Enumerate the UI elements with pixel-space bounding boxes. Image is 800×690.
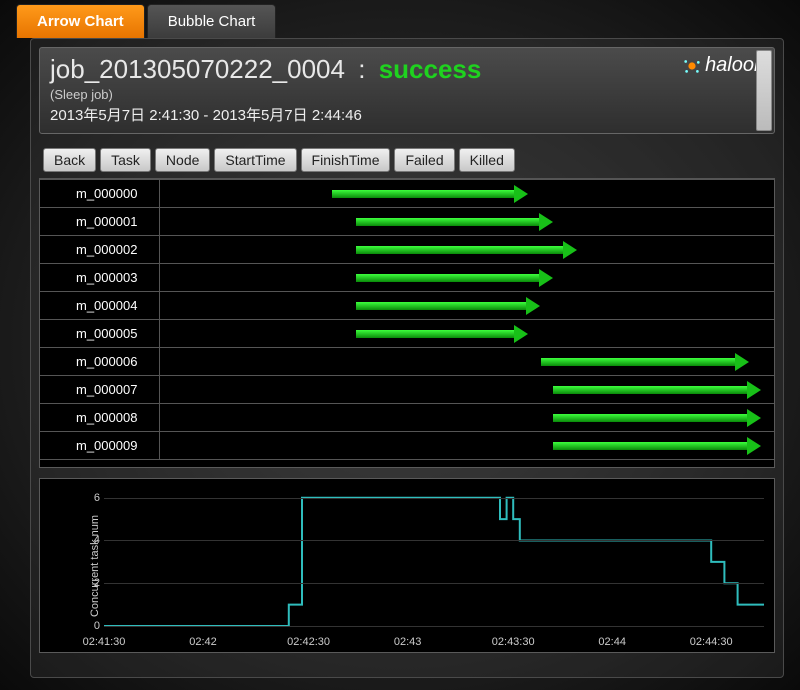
tab-arrow-chart[interactable]: Arrow Chart [16, 4, 145, 38]
task-row[interactable]: m_000006 [40, 348, 774, 376]
task-label: m_000003 [40, 264, 160, 291]
task-label: m_000004 [40, 292, 160, 319]
task-label: m_000007 [40, 376, 160, 403]
x-tick-label: 02:43 [394, 636, 422, 648]
task-row[interactable]: m_000009 [40, 432, 774, 460]
job-status: success [379, 54, 482, 84]
task-track [160, 432, 774, 459]
task-track [160, 264, 774, 291]
node-button[interactable]: Node [155, 148, 210, 172]
task-track [160, 376, 774, 403]
task-track [160, 180, 774, 207]
task-row[interactable]: m_000007 [40, 376, 774, 404]
y-tick-label: 4 [74, 534, 100, 546]
job-title: job_201305070222_0004 : success [50, 54, 764, 85]
task-arrow [356, 246, 565, 254]
job-id: job_201305070222_0004 [50, 54, 345, 84]
task-track [160, 320, 774, 347]
concurrent-line-chart: Concurrent task num 024602:41:3002:4202:… [39, 478, 775, 653]
task-button[interactable]: Task [100, 148, 151, 172]
task-track [160, 292, 774, 319]
task-track [160, 404, 774, 431]
job-subtitle: (Sleep job) [50, 87, 764, 102]
grid-line [104, 583, 764, 584]
plot-area: 024602:41:3002:4202:42:3002:4302:43:3002… [104, 487, 764, 626]
tab-bar: Arrow Chart Bubble Chart [0, 0, 800, 38]
toolbar: BackTaskNodeStartTimeFinishTimeFailedKil… [43, 148, 775, 172]
task-arrow [332, 190, 516, 198]
task-arrow [541, 358, 737, 366]
task-row[interactable]: m_000002 [40, 236, 774, 264]
y-tick-label: 0 [74, 620, 100, 632]
task-row[interactable]: m_000000 [40, 180, 774, 208]
grid-line [104, 498, 764, 499]
job-time-range: 2013年5月7日 2:41:30 - 2013年5月7日 2:44:46 [50, 104, 764, 125]
line-series [104, 487, 764, 626]
task-row[interactable]: m_000008 [40, 404, 774, 432]
y-tick-label: 6 [74, 492, 100, 504]
task-arrow [356, 274, 540, 282]
job-separator: : [358, 54, 365, 84]
task-label: m_000006 [40, 348, 160, 375]
task-row[interactable]: m_000001 [40, 208, 774, 236]
task-arrow [356, 218, 540, 226]
task-row[interactable]: m_000005 [40, 320, 774, 348]
killed-button[interactable]: Killed [459, 148, 515, 172]
finishtime-button[interactable]: FinishTime [301, 148, 391, 172]
task-label: m_000009 [40, 432, 160, 459]
task-label: m_000005 [40, 320, 160, 347]
x-tick-label: 02:44:30 [690, 636, 733, 648]
task-track [160, 348, 774, 375]
brand-icon [683, 57, 701, 75]
task-arrow [553, 442, 749, 450]
task-label: m_000000 [40, 180, 160, 207]
task-arrow [553, 414, 749, 422]
task-arrow [356, 302, 528, 310]
tab-bubble-chart[interactable]: Bubble Chart [147, 4, 277, 38]
task-track [160, 208, 774, 235]
task-label: m_000001 [40, 208, 160, 235]
starttime-button[interactable]: StartTime [214, 148, 296, 172]
x-tick-label: 02:41:30 [83, 636, 126, 648]
brand-logo: halook [683, 54, 764, 77]
task-arrow [553, 386, 749, 394]
x-tick-label: 02:42 [189, 636, 217, 648]
arrow-chart: m_000000m_000001m_000002m_000003m_000004… [39, 178, 775, 468]
x-tick-label: 02:44 [598, 636, 626, 648]
job-header: job_201305070222_0004 : success (Sleep j… [39, 47, 775, 134]
header-scrollbar[interactable] [756, 50, 772, 131]
task-row[interactable]: m_000004 [40, 292, 774, 320]
task-label: m_000002 [40, 236, 160, 263]
task-row[interactable]: m_000003 [40, 264, 774, 292]
back-button[interactable]: Back [43, 148, 96, 172]
failed-button[interactable]: Failed [394, 148, 454, 172]
task-arrow [356, 330, 516, 338]
x-tick-label: 02:42:30 [287, 636, 330, 648]
task-label: m_000008 [40, 404, 160, 431]
x-tick-label: 02:43:30 [492, 636, 535, 648]
grid-line [104, 626, 764, 627]
grid-line [104, 540, 764, 541]
main-panel: job_201305070222_0004 : success (Sleep j… [30, 38, 784, 678]
task-track [160, 236, 774, 263]
y-tick-label: 2 [74, 577, 100, 589]
y-axis-label: Concurrent task num [89, 514, 101, 616]
